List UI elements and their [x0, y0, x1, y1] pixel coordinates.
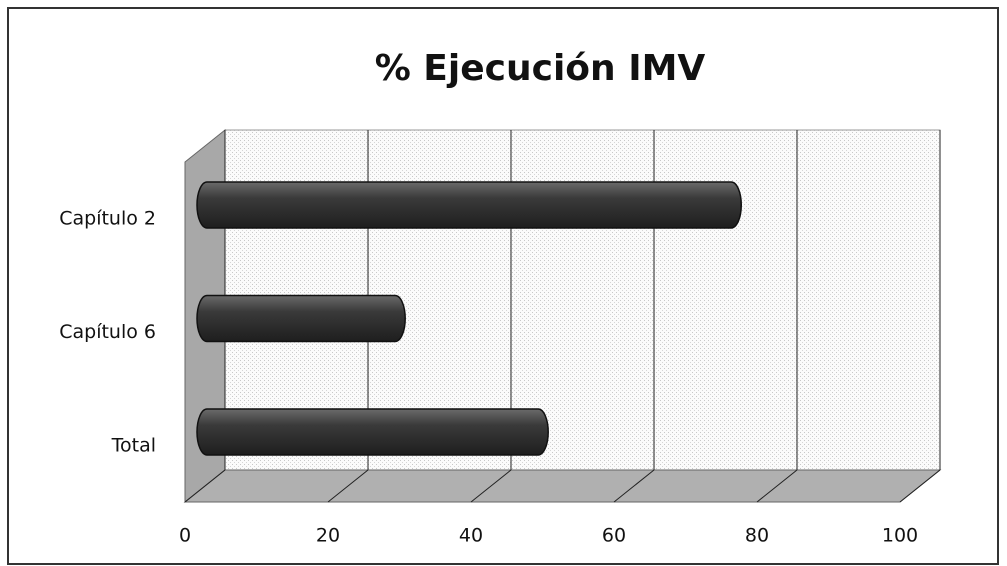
grid-line [613, 469, 655, 503]
y-tick-label: Capítulo 6 [59, 321, 156, 343]
y-tick-label: Capítulo 2 [59, 208, 156, 230]
grid-line [756, 469, 798, 503]
x-tick-label: 60 [602, 525, 626, 547]
x-tick-label: 20 [316, 525, 340, 547]
x-tick-label: 0 [179, 525, 191, 547]
x-tick-label: 100 [882, 525, 918, 547]
x-tick-label: 80 [745, 525, 769, 547]
y-tick-label: Total [111, 435, 156, 457]
grid-line [899, 469, 941, 503]
floor [183, 469, 942, 503]
chart-title: % Ejecución IMV [375, 48, 706, 89]
bar [196, 294, 406, 343]
chart-frame [7, 7, 999, 565]
x-tick-label: 40 [459, 525, 483, 547]
grid-line [470, 469, 512, 503]
bar [196, 181, 742, 229]
bar [196, 408, 549, 456]
grid-line [327, 469, 369, 503]
grid-line [184, 469, 226, 503]
